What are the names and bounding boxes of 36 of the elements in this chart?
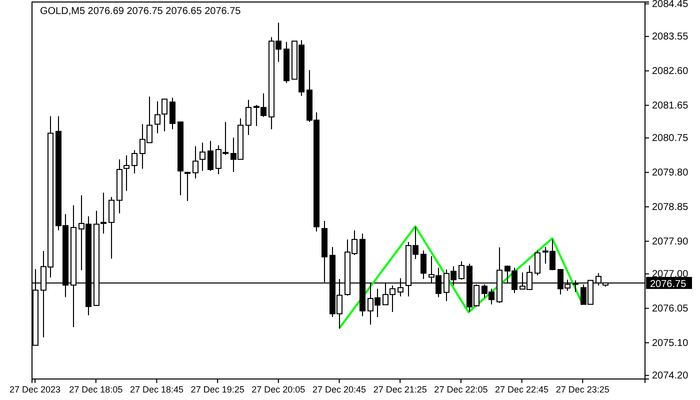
candlestick xyxy=(420,250,426,280)
x-tick-label: 27 Dec 21:25 xyxy=(373,384,427,394)
y-tick-label: 2079.80 xyxy=(652,168,689,179)
candlestick xyxy=(184,172,190,202)
candlestick xyxy=(534,250,540,276)
y-tick-label: 2077.00 xyxy=(652,269,689,280)
x-tick-label: 27 Dec 23:25 xyxy=(556,384,610,394)
x-tick-label: 27 Dec 22:45 xyxy=(495,384,549,394)
candlestick xyxy=(108,196,114,260)
candlestick xyxy=(246,99,252,136)
candlestick xyxy=(170,97,176,130)
y-tick-label: 2077.90 xyxy=(652,236,689,248)
y-tick-label: 2082.60 xyxy=(652,66,689,78)
y-tick-label: 2084.45 xyxy=(652,0,689,10)
y-tick-label: 2074.20 xyxy=(652,370,689,382)
candlestick xyxy=(458,260,464,280)
y-tick-label: 2076.05 xyxy=(652,304,689,315)
y-tick-label: 2080.75 xyxy=(652,133,689,144)
candlestick xyxy=(208,140,214,172)
candlestick xyxy=(192,146,198,180)
x-tick-label: 27 Dec 22:05 xyxy=(434,384,488,394)
y-tick-label: 2075.10 xyxy=(652,338,689,349)
x-tick-label: 27 Dec 18:05 xyxy=(69,384,123,394)
x-tick-label: 27 Dec 20:05 xyxy=(252,384,306,394)
chart-title: GOLD,M5 2076.69 2076.75 2076.65 2076.75 xyxy=(40,6,242,17)
x-tick-label: 27 Dec 2023 xyxy=(10,384,61,394)
x-tick-label: 27 Dec 18:45 xyxy=(130,384,184,394)
x-tick-label: 27 Dec 19:25 xyxy=(190,384,244,394)
y-tick-label: 2078.85 xyxy=(652,202,689,214)
candlestick xyxy=(132,150,138,174)
y-tick-label: 2081.65 xyxy=(652,100,689,112)
candlestick xyxy=(200,142,206,172)
ref-line-label: 2076.75 xyxy=(650,278,687,290)
candlestick xyxy=(124,154,130,192)
y-tick-label: 2083.55 xyxy=(652,32,689,43)
x-tick-label: 27 Dec 20:45 xyxy=(312,384,366,394)
